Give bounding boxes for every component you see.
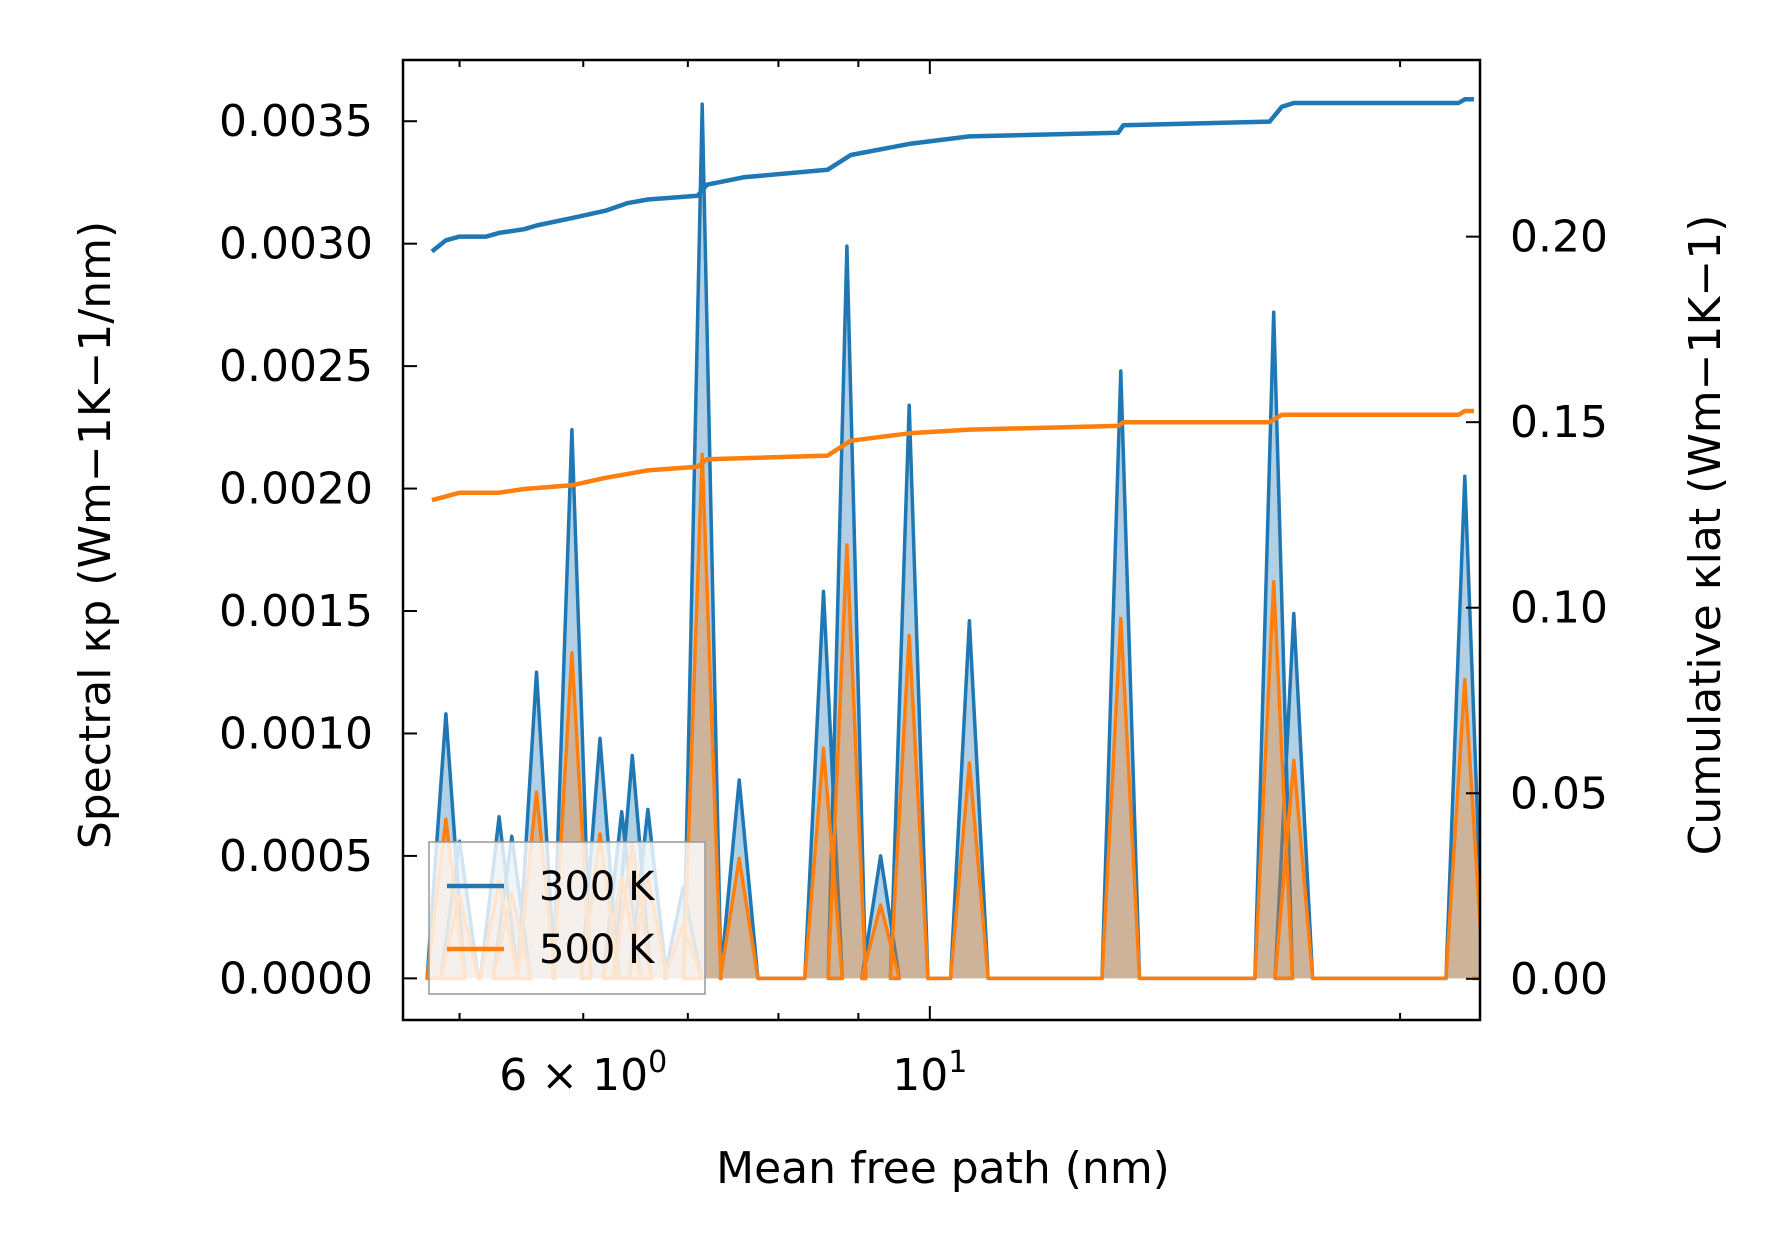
y-tick-label: 0.0010: [219, 708, 373, 759]
y2-axis-label: Cumulative κlat (Wm−1K−1): [1680, 215, 1731, 856]
legend-label: 300 K: [539, 864, 656, 910]
axes: 0.0000 0.0005 0.0010 0.0015 0.0020 0.0025 0.00…: [219, 58, 1608, 1101]
legend: 300 K 500 K: [428, 841, 706, 995]
cumulative-line-500k: [431, 408, 1474, 503]
cumulative-line-300k: [430, 97, 1474, 254]
y2-tick-label: 0.00: [1510, 954, 1608, 1005]
y2-tick-label: 0.20: [1510, 212, 1608, 263]
y-tick-label: 0.0025: [219, 341, 373, 392]
y-tick-label: 0.0020: [219, 464, 373, 515]
y-tick-label: 0.0035: [219, 96, 373, 147]
y-tick-label: 0.0015: [219, 586, 373, 637]
y-axis-label: Spectral κp (Wm−1K−1/nm): [70, 221, 121, 849]
legend-label: 500 K: [539, 927, 656, 973]
axes-frame: [401, 58, 1482, 1022]
x-tick-label: 101: [892, 1045, 967, 1101]
y2-tick-label: 0.10: [1510, 583, 1608, 634]
y2-tick-label: 0.15: [1510, 397, 1608, 448]
legend-box: [428, 841, 706, 995]
y2-tick-label: 0.05: [1510, 768, 1608, 819]
y-tick-label: 0.0005: [219, 831, 373, 882]
y-tick-label: 0.0030: [219, 219, 373, 270]
x-tick-label: 6 × 100: [499, 1045, 667, 1101]
y-tick-label: 0.0000: [219, 953, 373, 1004]
x-axis-label: Mean free path (nm): [716, 1143, 1170, 1194]
